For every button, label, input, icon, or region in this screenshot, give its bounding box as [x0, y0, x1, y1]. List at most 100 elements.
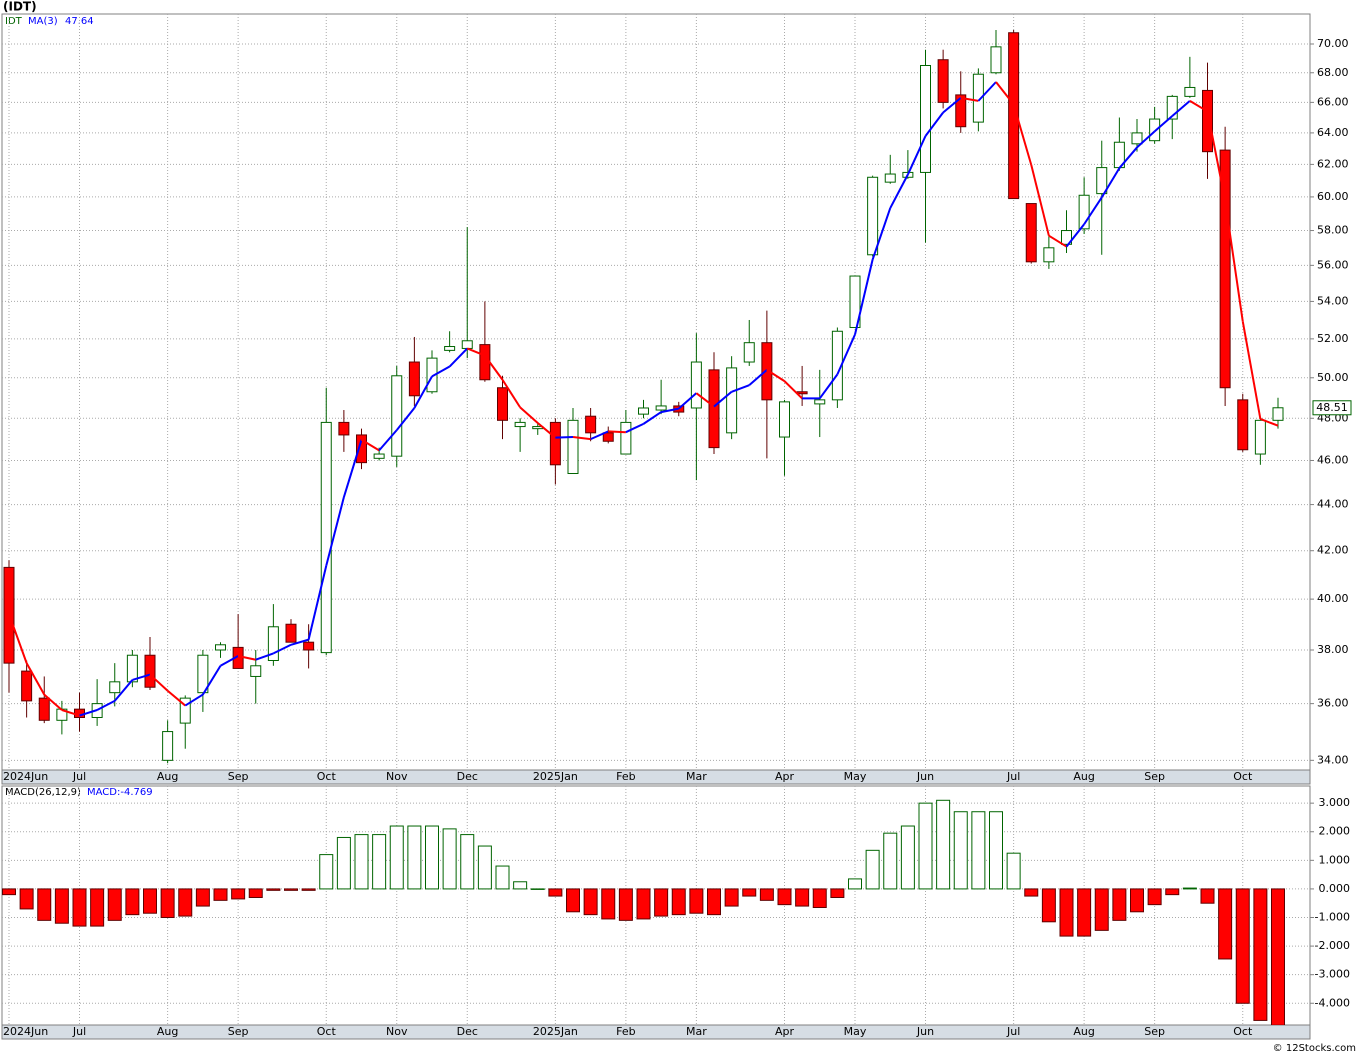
macd-bar — [601, 888, 616, 920]
ma-segment — [96, 699, 116, 711]
y-tick-label: 34.00 — [1317, 753, 1349, 766]
macd-bar — [407, 825, 422, 890]
candle-body — [338, 421, 350, 436]
candle-body — [179, 697, 191, 724]
ma-segment — [960, 96, 979, 102]
candle-body — [920, 64, 931, 173]
last-price-label: 48.51 — [1316, 401, 1348, 414]
ma-segment — [466, 347, 486, 357]
ma-segment — [854, 259, 874, 335]
y-tick-label: 42.00 — [1317, 544, 1349, 557]
macd-bar — [1059, 888, 1074, 937]
macd-bar — [865, 849, 880, 890]
x-tick-label: 2025Jan — [533, 1025, 578, 1038]
candle-body — [126, 654, 138, 683]
candle-body — [320, 421, 332, 654]
ma-segment — [836, 334, 856, 375]
candle-body — [620, 421, 632, 455]
macd-bar — [953, 811, 968, 890]
ma-segment — [448, 347, 468, 368]
ma-segment — [519, 406, 539, 424]
macd-bar — [795, 888, 810, 907]
y-tick-label: 0.000 — [1319, 882, 1351, 895]
macd-bar — [689, 888, 704, 914]
x-tick-label: Feb — [616, 1025, 635, 1038]
macd-bar — [989, 811, 1003, 890]
last-price-box — [1312, 400, 1352, 416]
macd-bar — [266, 888, 281, 891]
candle-body — [937, 59, 949, 103]
ma-segment — [79, 709, 98, 717]
ma-segment — [325, 496, 345, 566]
y-tick-label: 40.00 — [1317, 592, 1349, 605]
macd-bar — [37, 888, 52, 921]
x-tick-label: Oct — [317, 1025, 337, 1038]
x-tick-label: Dec — [457, 770, 478, 783]
x-tick-label: Oct — [317, 770, 337, 783]
macd-bar — [918, 802, 933, 890]
x-tick-label: Aug — [157, 1025, 178, 1038]
macd-bar — [900, 825, 915, 890]
ma-segment — [1012, 104, 1033, 166]
macd-bar — [354, 834, 369, 890]
ma-segment — [1100, 167, 1121, 198]
legend-ma: MA(3) — [28, 16, 58, 27]
macd-bar — [195, 888, 210, 907]
candle-body — [1061, 230, 1072, 245]
x-tick-label: 2024Jun — [3, 1025, 48, 1038]
ma-segment — [660, 407, 679, 414]
ma-segment — [290, 638, 309, 646]
legend-symbol: IDT — [5, 16, 23, 27]
macd-bar — [72, 888, 87, 927]
macd-bar — [1130, 888, 1144, 913]
candle-body — [162, 731, 174, 761]
legend-macd: MACD(26,12,9) — [5, 787, 81, 798]
candle-body — [726, 367, 738, 434]
candle-body — [743, 342, 755, 363]
candle-body — [655, 405, 667, 411]
y-tick-label: 38.00 — [1317, 643, 1349, 656]
macd-bar — [477, 845, 492, 890]
candle-body — [690, 361, 702, 409]
ma-segment — [395, 407, 416, 431]
ma-segment — [61, 709, 80, 717]
x-tick-label: Sep — [228, 770, 249, 783]
macd-bar — [936, 799, 951, 890]
macd-bar — [724, 888, 739, 907]
ma-segment — [25, 662, 46, 696]
y-tick-label: 58.00 — [1317, 224, 1349, 237]
x-tick-label: Apr — [775, 770, 795, 783]
macd-bar — [460, 834, 475, 890]
candle-body — [109, 681, 121, 694]
candle-body — [1149, 118, 1161, 142]
macd-bar — [1147, 888, 1162, 906]
x-tick-label: May — [844, 770, 867, 783]
ma-segment — [642, 411, 662, 425]
ma-segment — [184, 693, 204, 707]
candle-body — [1202, 89, 1213, 153]
candle-body — [514, 421, 526, 428]
x-tick-label: Sep — [228, 1025, 249, 1038]
x-tick-label: Oct — [1233, 1025, 1253, 1038]
x-tick-label: Aug — [157, 770, 178, 783]
candle-body — [1078, 194, 1090, 230]
candle-body — [814, 399, 826, 405]
macd-bar — [671, 888, 686, 916]
ma-segment — [413, 375, 433, 409]
macd-bar — [1041, 888, 1056, 923]
ma-segment — [625, 422, 644, 434]
legend-macd-label: MACD: — [87, 787, 120, 798]
y-tick-label: -1.000 — [1315, 911, 1350, 924]
macd-bar — [1253, 888, 1268, 1021]
candle-body — [796, 391, 808, 395]
macd-bar — [178, 888, 193, 917]
ma-segment — [818, 373, 839, 400]
ma-segment — [431, 365, 451, 378]
ma-segment — [942, 97, 962, 114]
candle-body — [708, 369, 720, 449]
macd-bar — [231, 888, 246, 900]
ma-segment — [1224, 200, 1244, 322]
macd-bar — [848, 878, 862, 890]
macd-bar — [1112, 888, 1127, 921]
macd-bar — [284, 888, 298, 891]
